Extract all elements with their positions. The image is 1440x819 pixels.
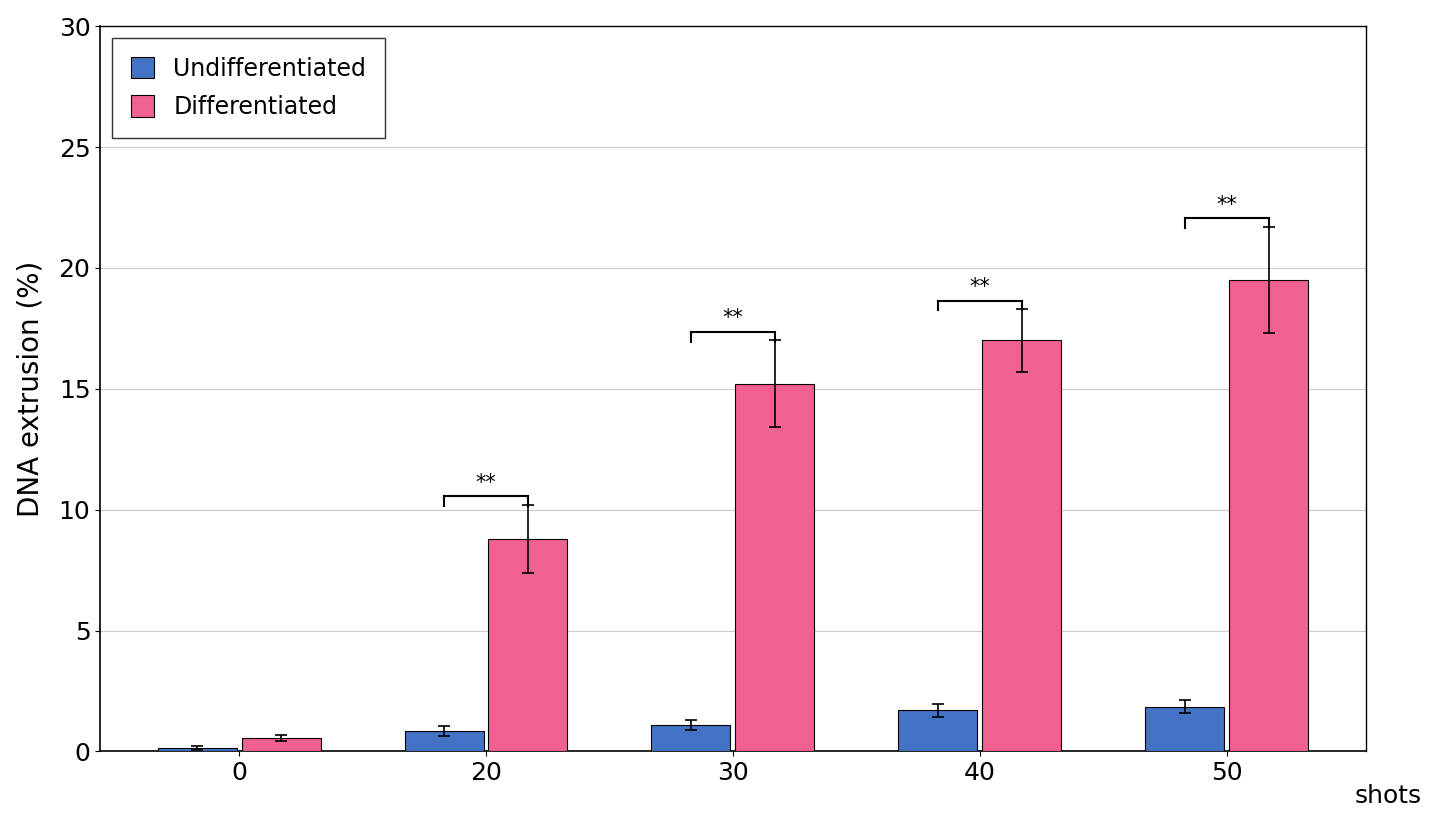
Legend: Undifferentiated, Differentiated: Undifferentiated, Differentiated [112,38,384,138]
Text: **: ** [969,277,991,297]
Bar [488,539,567,752]
Text: **: ** [1217,195,1237,215]
Bar [157,748,236,752]
Text: shots: shots [1355,784,1423,808]
Text: **: ** [723,309,743,328]
Text: **: ** [475,473,497,493]
Y-axis label: DNA extrusion (%): DNA extrusion (%) [17,260,45,517]
Bar [405,731,484,752]
Bar [1230,280,1308,752]
Bar [1145,707,1224,752]
Bar [982,341,1061,752]
Bar [242,738,321,752]
Bar [736,384,815,752]
Bar [899,710,978,752]
Bar [651,725,730,752]
